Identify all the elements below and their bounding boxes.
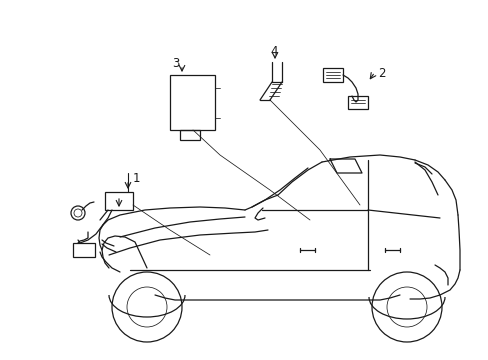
Bar — [105, 192, 133, 210]
Text: 4: 4 — [269, 45, 277, 58]
Bar — [170, 75, 215, 130]
Bar — [73, 243, 95, 257]
Bar — [180, 130, 200, 140]
Bar — [323, 68, 342, 82]
Text: 2: 2 — [377, 67, 385, 80]
Bar — [347, 96, 367, 109]
Text: 3: 3 — [172, 57, 179, 70]
Text: 1: 1 — [133, 172, 140, 185]
